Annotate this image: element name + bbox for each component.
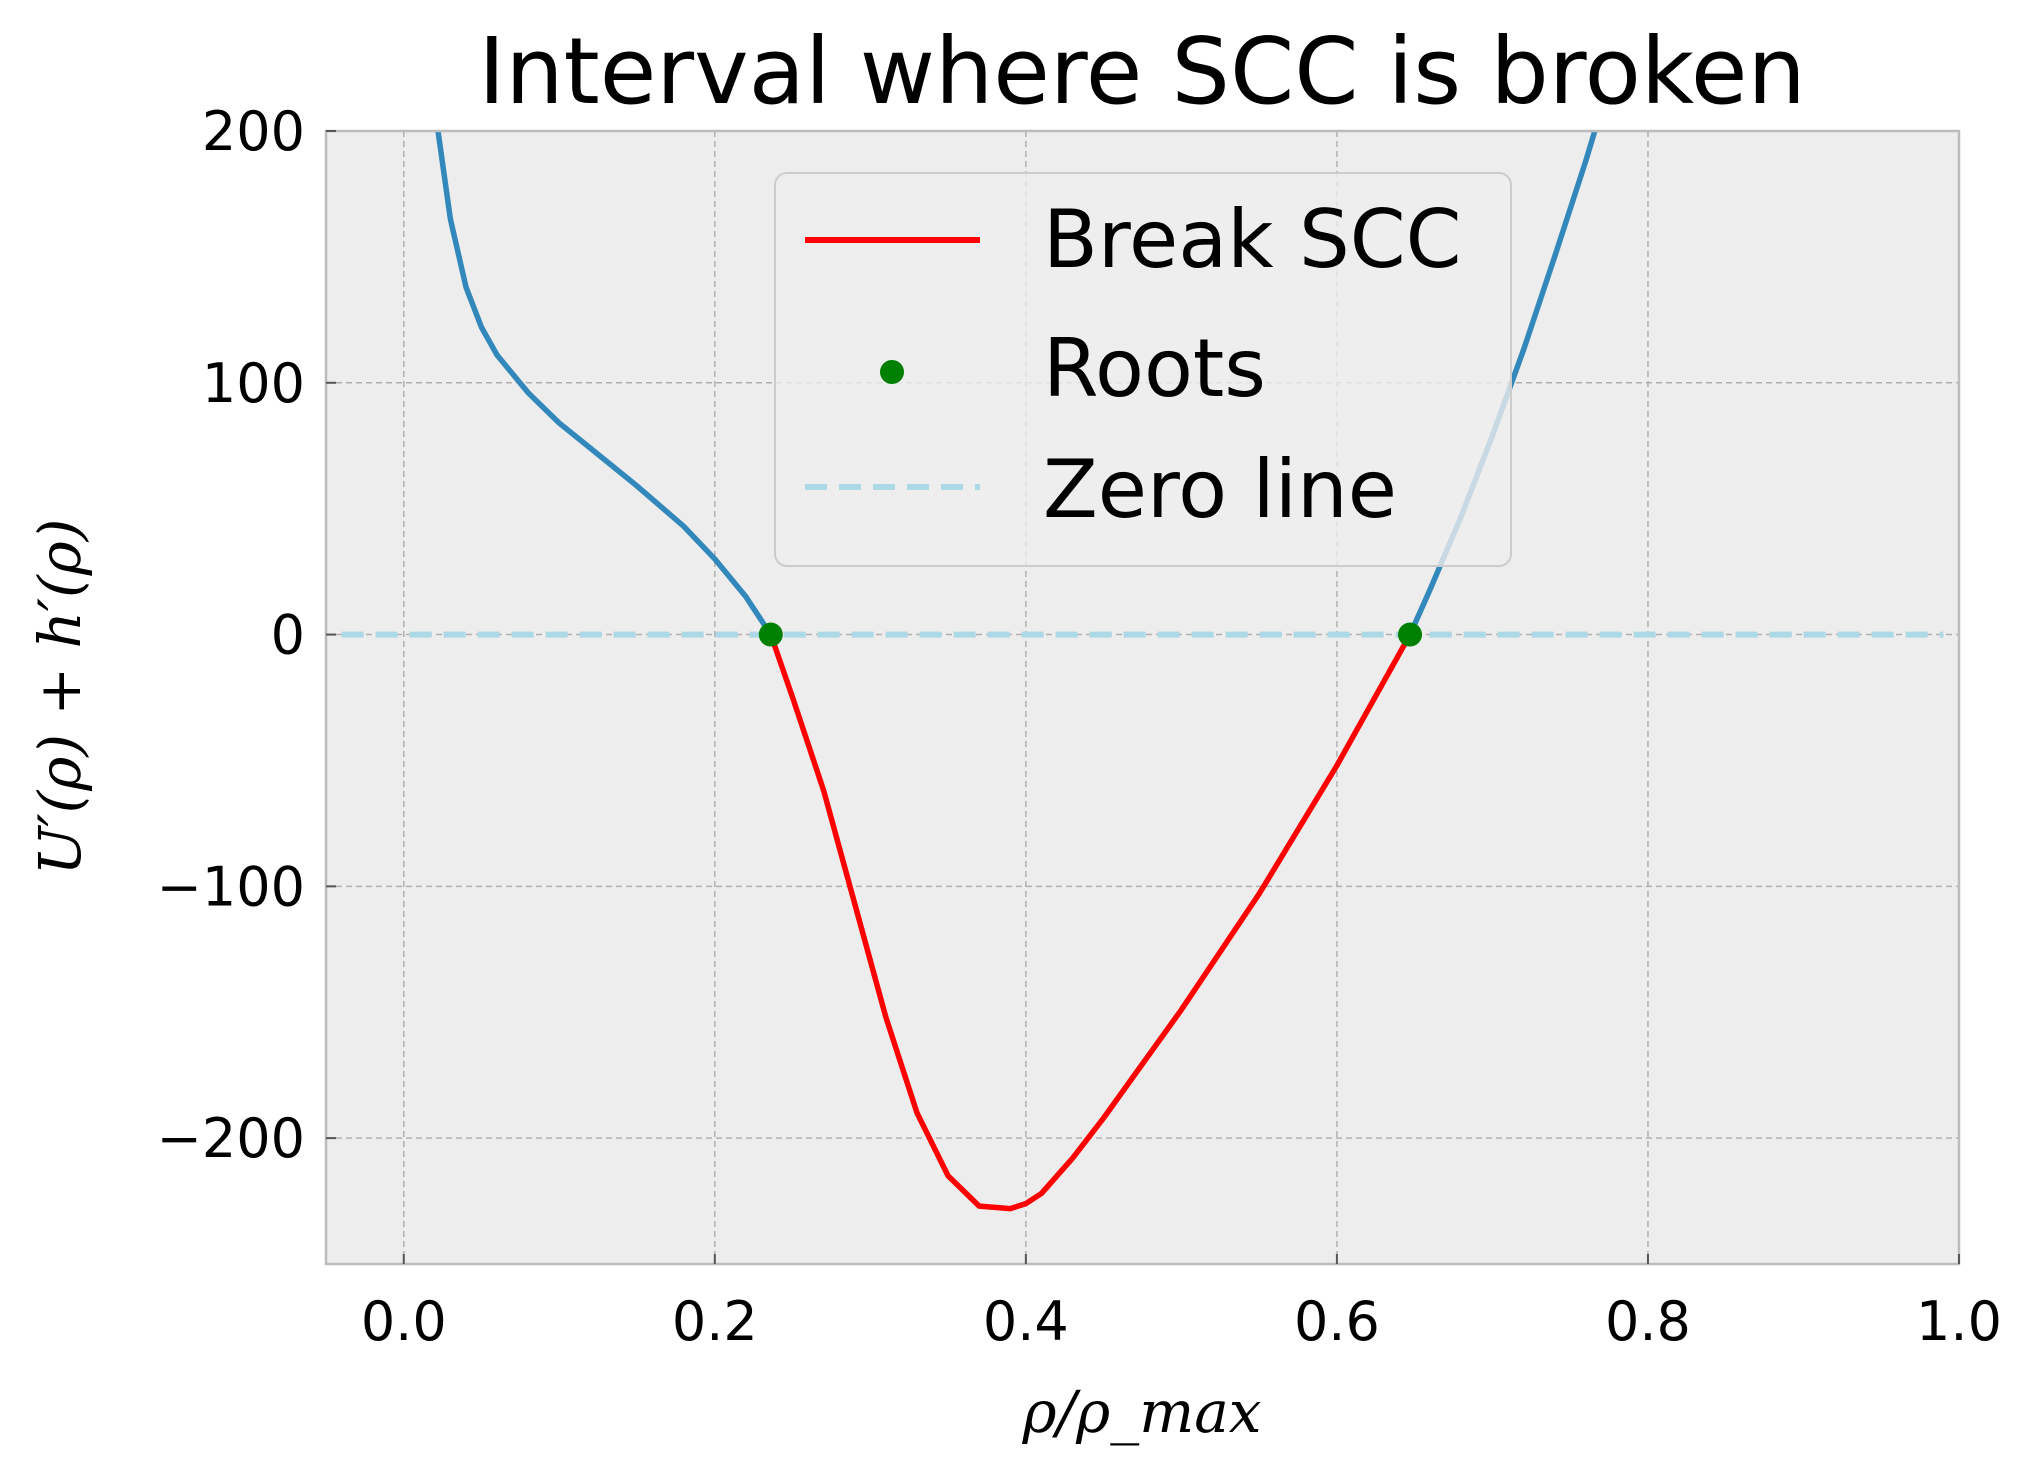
x-tick-label: 0.8 [1605, 1290, 1691, 1353]
root-marker [758, 622, 783, 647]
legend-zero-line-label: Zero line [1043, 443, 1397, 536]
y-tick-label: 0 [271, 604, 305, 667]
curve-left-branch [435, 131, 774, 637]
y-tick-label: −100 [157, 855, 305, 918]
tick-labels: 0.0 0.2 0.4 0.6 0.8 1.0 −200 −100 0 100 200 [157, 100, 2002, 1353]
break-scc-line [768, 633, 1413, 1212]
tick-marks [326, 130, 1960, 1264]
legend-box [774, 172, 1512, 567]
legend-roots-label: Roots [1043, 322, 1266, 415]
x-tick-label: 0.4 [983, 1290, 1069, 1353]
chart-title: Interval where SCC is broken [478, 18, 1806, 125]
legend: Break SCC Roots Zero line [774, 172, 1512, 567]
x-tick-label: 0.0 [361, 1290, 447, 1353]
legend-break-scc-label: Break SCC [1043, 193, 1462, 286]
legend-roots-swatch [880, 360, 904, 384]
x-tick-label: 1.0 [1916, 1290, 2002, 1353]
y-tick-label: 100 [202, 352, 305, 415]
y-tick-label: −200 [157, 1107, 305, 1170]
x-tick-label: 0.2 [672, 1290, 758, 1353]
root-marker [1398, 622, 1423, 647]
y-axis-label: U′(ρ) + h′(ρ) [26, 519, 94, 876]
data-lines [341, 131, 1944, 1212]
plot-frame [324, 129, 1961, 1266]
x-tick-label: 0.6 [1294, 1290, 1380, 1353]
x-axis-label: ρ/ρ_max [1021, 1378, 1261, 1446]
y-tick-label: 200 [202, 100, 305, 163]
